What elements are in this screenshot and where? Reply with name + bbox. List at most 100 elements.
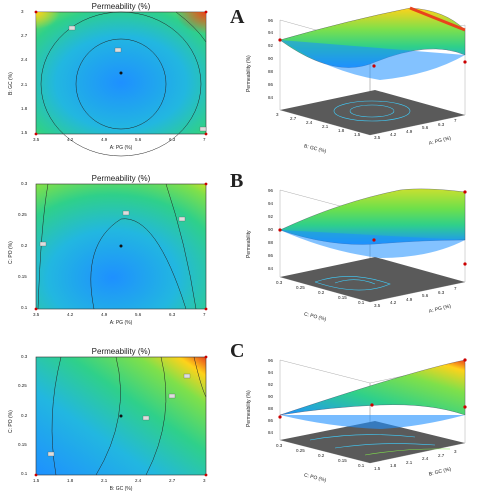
contour-line: [75, 38, 167, 130]
y-tick: 2.4: [306, 120, 313, 125]
z-tick: 94: [268, 201, 274, 206]
x-tick: 7: [203, 137, 206, 142]
z-tick: 92: [268, 382, 274, 387]
x-tick: 5.6: [135, 137, 142, 142]
z-tick: 90: [268, 227, 274, 232]
x-tick: 7: [454, 286, 457, 291]
x-tick: 4.2: [67, 312, 74, 317]
y-tick: 0.15: [338, 458, 347, 463]
surface-plot-c: 96 94 92 90 88 86 84 Permeability (%) 0.…: [240, 345, 480, 497]
x-tick: 4.9: [406, 297, 413, 302]
y-tick: 3: [276, 112, 279, 117]
y-axis-label: B: GC (%): [8, 72, 14, 95]
z-tick: 88: [268, 240, 274, 245]
x-tick: 2.7: [169, 478, 176, 483]
contour-plot-area: [34, 355, 208, 477]
x-tick: 1.8: [390, 463, 397, 468]
design-point: [372, 64, 376, 68]
contour-label: [68, 25, 76, 31]
x-tick: 2.1: [406, 460, 413, 465]
design-point: [204, 182, 208, 186]
y-tick: 0.25: [18, 212, 27, 217]
x-tick: 5.6: [422, 293, 429, 298]
response-surface: [279, 359, 466, 416]
x-tick: 5.6: [422, 125, 429, 130]
center-point: [119, 71, 123, 75]
panel-letter-a: A: [230, 6, 245, 28]
x-tick: 4.9: [101, 312, 108, 317]
z-tick: 96: [268, 18, 274, 23]
y-tick: 0.15: [18, 274, 27, 279]
x-tick: 6.3: [169, 137, 176, 142]
z-tick: 88: [268, 69, 274, 74]
design-point: [463, 358, 467, 362]
y-tick: 0.25: [18, 383, 27, 388]
design-point: [34, 10, 38, 14]
floor-contour: [309, 434, 416, 441]
floor-contour: [364, 448, 451, 456]
contour-line: [40, 11, 202, 157]
center-point: [119, 414, 123, 418]
contour-label: [168, 393, 176, 399]
floor-contour: [349, 104, 395, 118]
surface-floor: [280, 421, 465, 463]
z-tick: 86: [268, 82, 274, 87]
y-tick: 1.5: [21, 130, 28, 135]
contour-label: [199, 126, 207, 132]
x-tick: 4.9: [406, 129, 413, 134]
design-point: [278, 415, 282, 419]
y-tick: 2.7: [21, 33, 28, 38]
z-axis-label: Permeability: [246, 230, 252, 258]
y-tick: 2.1: [322, 124, 329, 129]
design-point: [370, 403, 374, 407]
x-tick: 2.1: [101, 478, 108, 483]
y-tick: 0.25: [296, 285, 305, 290]
z-tick: 94: [268, 370, 274, 375]
contour-plot-a: Permeability (%) 3 2.7 2.4 2.1: [0, 0, 220, 160]
design-point: [34, 307, 38, 311]
surface-floor: [280, 257, 465, 302]
surface-floor: [280, 90, 465, 135]
x-tick: 3.5: [374, 135, 381, 140]
contour-plot-area: [34, 10, 208, 157]
z-tick: 96: [268, 358, 274, 363]
design-point: [34, 473, 38, 477]
x-tick: 2.4: [135, 478, 142, 483]
contour-line: [51, 356, 62, 476]
surface-svg: [278, 6, 467, 136]
x-tick: 3.5: [374, 303, 381, 308]
contour-line: [37, 183, 49, 310]
z-tick: 84: [268, 430, 274, 435]
contour-line: [145, 356, 167, 476]
x-tick: 5.6: [135, 312, 142, 317]
y-axis-label: C: PO (%): [8, 241, 14, 264]
contour-line: [175, 11, 207, 43]
y-tick: 2.7: [290, 116, 297, 121]
x-tick: 6.3: [169, 312, 176, 317]
x-tick: 1.5: [374, 466, 381, 471]
x-tick: 7: [203, 312, 206, 317]
x-tick: 4.2: [390, 300, 397, 305]
contour-label: [39, 241, 47, 247]
contour-label: [47, 451, 55, 457]
surface-svg: [278, 358, 467, 464]
floor-contour: [334, 443, 436, 449]
x-tick: 3: [454, 449, 457, 454]
y-tick: 1.5: [354, 132, 361, 137]
x-tick: 1.8: [67, 478, 74, 483]
contour-label: [183, 373, 191, 379]
x-axis-label: A: PG (%): [109, 145, 133, 151]
y-tick: 0.1: [358, 300, 365, 305]
center-point: [119, 244, 123, 248]
x-tick: 4.9: [101, 137, 108, 142]
z-tick: 84: [268, 266, 274, 271]
design-point: [463, 60, 467, 64]
y-tick: 0.15: [338, 295, 347, 300]
y-tick: 0.1: [21, 471, 28, 476]
z-tick: 96: [268, 188, 274, 193]
design-point: [34, 132, 38, 136]
x-tick: 4.2: [390, 132, 397, 137]
contour-title: Permeability (%): [91, 174, 151, 183]
contour-title: Permeability (%): [91, 347, 151, 356]
x-tick: 3.5: [33, 312, 40, 317]
